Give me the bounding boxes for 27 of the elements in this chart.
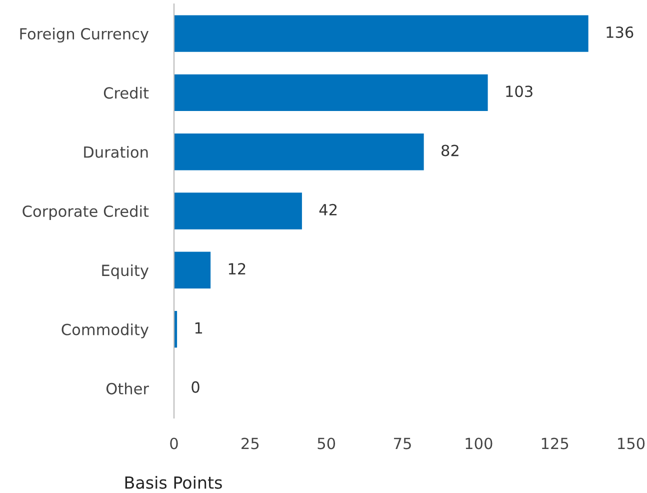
x-axis-title: Basis Points [125, 476, 222, 489]
data-label: 82 [442, 144, 458, 156]
bar [174, 74, 488, 112]
bar [174, 252, 211, 288]
x-tick-label: 25 [242, 438, 259, 450]
y-tick-label: Other [106, 382, 149, 394]
y-tick-label: Credit [104, 86, 149, 99]
data-label: 136 [606, 26, 634, 38]
data-label: 0 [192, 381, 200, 393]
x-tick-label: 125 [542, 438, 568, 450]
data-label: 12 [228, 263, 246, 274]
x-tick-label: 75 [394, 438, 411, 450]
bar [174, 134, 424, 170]
data-label: 42 [319, 204, 337, 216]
y-tick-label: Corporate Credit [22, 205, 149, 220]
y-tick-label: Equity [102, 264, 149, 280]
y-tick-label: Duration [84, 146, 148, 158]
y-tick-label: Commodity [62, 323, 149, 338]
data-label: 1 [195, 322, 202, 334]
x-tick-label: 150 [618, 438, 645, 450]
data-label: 103 [506, 86, 532, 98]
y-tick-label: Foreign Currency [20, 28, 149, 43]
bar [174, 192, 302, 230]
bar [174, 15, 588, 52]
x-tick-label: 100 [466, 438, 492, 450]
x-tick-label: 0 [170, 438, 178, 450]
x-tick-label: 50 [318, 438, 336, 450]
